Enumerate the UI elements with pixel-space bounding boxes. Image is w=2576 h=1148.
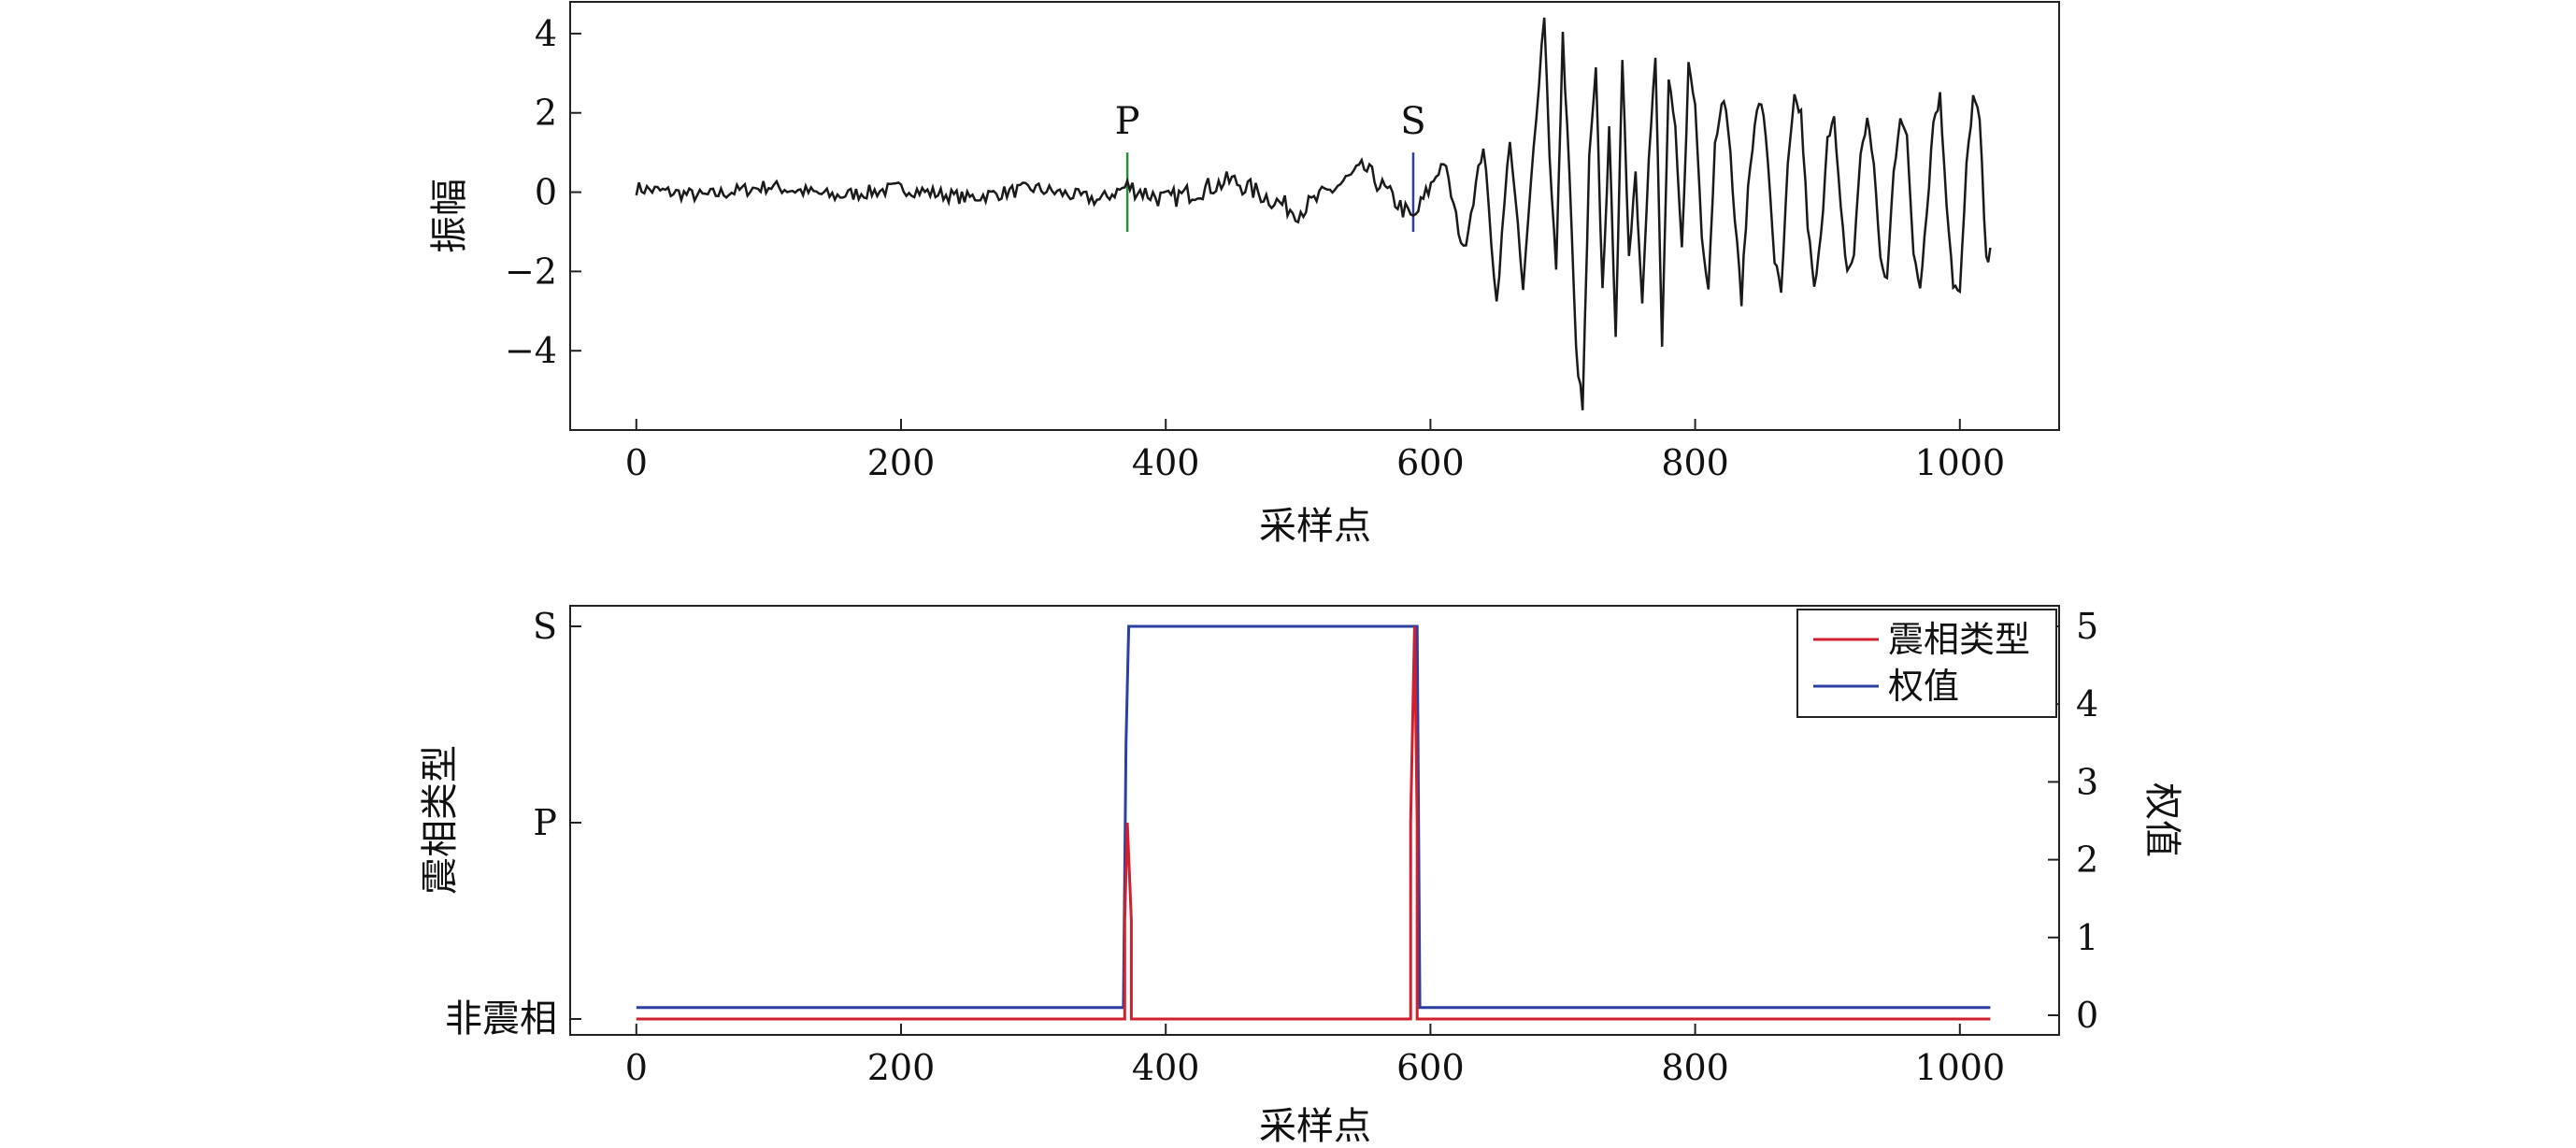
right-y-tick-label: 0 <box>2076 995 2098 1036</box>
waveform-x-axis-label: 采样点 <box>1259 505 1371 548</box>
right-y-tick-label: 3 <box>2076 761 2098 802</box>
left-y-tick-label: 非震相 <box>445 997 557 1040</box>
waveform-y-axis-label: 振幅 <box>428 179 471 253</box>
right-y-tick-label: 1 <box>2076 917 2098 958</box>
left-y-tick-label: S <box>533 606 557 647</box>
x-tick-label: 0 <box>625 442 648 483</box>
x-tick-label: 0 <box>625 1047 648 1088</box>
x-tick-label: 1000 <box>1914 1047 2005 1088</box>
phase-weight-chart: 0 200 400 600 800 1000 S P 非震相 5 4 3 2 1 0 采样点 震相类型 … <box>419 605 2183 1148</box>
y-tick-label: −2 <box>505 251 557 292</box>
waveform-y-ticks: 4 2 0 −2 −4 <box>505 13 581 371</box>
x-tick-label: 600 <box>1396 1047 1465 1088</box>
phase-x-ticks: 0 200 400 600 800 1000 <box>625 1024 2005 1088</box>
legend-box <box>1796 609 2057 718</box>
x-tick-label: 200 <box>867 1047 936 1088</box>
waveform-plot-frame <box>569 1 2060 431</box>
phase-plot-frame <box>569 605 2060 1036</box>
waveform-series-line <box>635 17 1992 410</box>
right-y-tick-label: 2 <box>2076 839 2098 881</box>
legend: 震相类型 权值 <box>1796 609 2057 718</box>
phase-marker-label: S <box>1400 100 1425 143</box>
right-y-tick-label: 5 <box>2076 606 2098 647</box>
phase-marker-label: P <box>1115 100 1140 143</box>
left-y-tick-label: P <box>533 802 557 843</box>
y-tick-label: 2 <box>535 93 557 134</box>
x-tick-label: 600 <box>1396 442 1465 483</box>
x-tick-label: 400 <box>1132 1047 1200 1088</box>
y-tick-label: 4 <box>535 13 557 54</box>
legend-label-phase-type: 震相类型 <box>1888 619 2030 660</box>
y-tick-label: −4 <box>505 330 557 371</box>
weight-series-line <box>636 624 1991 1010</box>
x-tick-label: 1000 <box>1914 442 2005 483</box>
phase-x-axis-label: 采样点 <box>1259 1105 1371 1148</box>
right-y-tick-label: 4 <box>2076 683 2098 725</box>
phase-left-y-axis-label: 震相类型 <box>419 745 462 895</box>
x-tick-label: 800 <box>1661 442 1729 483</box>
weight-right-y-axis-label: 权值 <box>2140 782 2183 857</box>
x-tick-label: 200 <box>867 442 936 483</box>
waveform-x-ticks: 0 200 400 600 800 1000 <box>625 419 2005 483</box>
y-tick-label: 0 <box>535 172 557 213</box>
legend-label-weight: 权值 <box>1888 666 1959 707</box>
phase-type-series-line <box>636 625 1991 1021</box>
phase-left-y-ticks: S P 非震相 <box>445 606 581 1040</box>
x-tick-label: 800 <box>1661 1047 1729 1088</box>
x-tick-label: 400 <box>1132 442 1200 483</box>
